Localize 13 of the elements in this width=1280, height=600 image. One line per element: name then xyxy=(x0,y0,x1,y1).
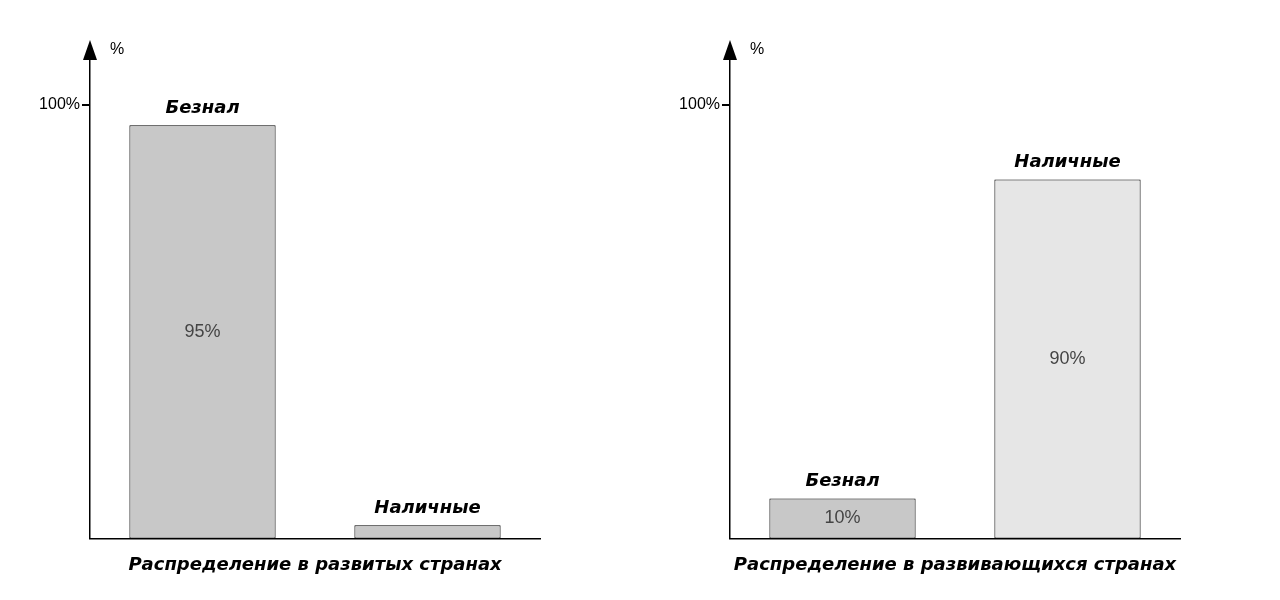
x-tick-label: Безнал xyxy=(165,95,240,117)
data-label: 10% xyxy=(824,507,861,528)
text: 100% xyxy=(679,95,720,113)
y-axis-title: % xyxy=(750,40,765,58)
x-tick-label: Наличные xyxy=(1014,150,1121,172)
x-axis-title: Распределение в развивающихся странах xyxy=(733,552,1178,574)
y-axis-title: % xyxy=(110,40,125,58)
data-label: 90% xyxy=(1049,347,1086,368)
x-tick-label: Наличные xyxy=(374,496,481,518)
x-axis-title: Распределение в развитых странах xyxy=(128,552,504,574)
data-label: 95% xyxy=(184,320,221,341)
x-tick-label: Безнал xyxy=(805,469,880,491)
text: 100% xyxy=(39,95,80,113)
